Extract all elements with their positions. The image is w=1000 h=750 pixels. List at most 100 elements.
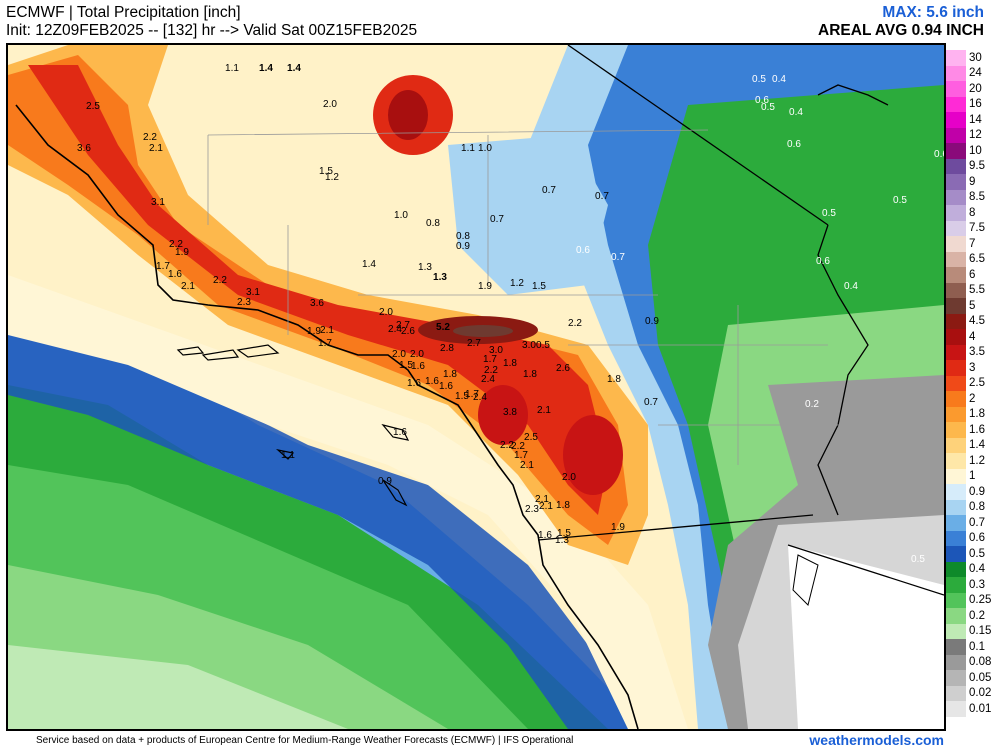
value-label: 2.2	[568, 318, 582, 329]
value-label: 1.6	[411, 361, 425, 372]
legend-row: 0.05	[946, 670, 1000, 686]
value-label: 1.7	[156, 261, 170, 272]
legend-row: 0.5	[946, 546, 1000, 562]
state-border-ca-nv	[567, 45, 829, 226]
legend-swatch	[946, 251, 966, 267]
value-label: 1.4	[287, 63, 301, 74]
value-label: 1.7	[318, 338, 332, 349]
field-red-band	[28, 65, 608, 515]
legend-label: 0.3	[969, 578, 985, 591]
legend-swatch	[946, 344, 966, 360]
legend-row: 8.5	[946, 189, 1000, 205]
value-label: 2.4	[388, 324, 402, 335]
value-label: 2.1	[537, 405, 551, 416]
legend-row: 6	[946, 267, 1000, 283]
legend-swatch	[946, 236, 966, 252]
legend-row: 10	[946, 143, 1000, 159]
legend-row: 1.2	[946, 453, 1000, 469]
value-label: 0.9	[378, 476, 392, 487]
value-label: 2.2	[169, 239, 183, 250]
value-label: 2.2	[500, 440, 514, 451]
legend-label: 0.7	[969, 516, 985, 529]
value-label: 2.5	[86, 101, 100, 112]
value-label: 1.5	[557, 528, 571, 539]
value-label: 2.1	[539, 501, 553, 512]
legend-row: 4.5	[946, 313, 1000, 329]
legend-swatch	[946, 267, 966, 283]
value-label: 0.5	[752, 74, 766, 85]
legend-row: 0.1	[946, 639, 1000, 655]
value-label: 2.4	[481, 374, 495, 385]
legend-row: 3	[946, 360, 1000, 376]
field-cream-band	[8, 275, 688, 729]
value-label: 1.4	[259, 63, 273, 74]
legend-label: 9.5	[969, 160, 985, 173]
legend-swatch	[946, 65, 966, 81]
legend-row: 0.8	[946, 499, 1000, 515]
legend-row: 2.5	[946, 375, 1000, 391]
legend-label: 0.25	[969, 594, 992, 607]
legend-row: 0.08	[946, 654, 1000, 670]
value-label: 2.6	[556, 363, 570, 374]
legend-row: 0.4	[946, 561, 1000, 577]
legend-swatch	[946, 360, 966, 376]
value-label: 0.6	[934, 149, 944, 160]
legend-row: 9	[946, 174, 1000, 190]
value-label: 1.5	[319, 166, 333, 177]
legend-swatch	[946, 561, 966, 577]
legend-label: 20	[969, 82, 982, 95]
value-label: 1.8	[607, 374, 621, 385]
value-label: 2.6	[401, 326, 415, 337]
san-nicolas-island	[382, 479, 408, 507]
value-label: 1.1	[225, 63, 239, 74]
value-label: 3.0	[489, 345, 503, 356]
value-label: 2.3	[525, 504, 539, 515]
value-label: 2.0	[379, 307, 393, 318]
value-label: 2.0	[392, 349, 406, 360]
legend-label: 1	[969, 470, 976, 483]
legend-label: 3	[969, 361, 976, 374]
legend-row: 0.25	[946, 592, 1000, 608]
value-label: 2.8	[440, 343, 454, 354]
value-label: 3.6	[77, 143, 91, 154]
salton-sea	[792, 554, 819, 606]
value-label: 0.6	[755, 95, 769, 106]
legend-label: 10	[969, 144, 982, 157]
legend-row: 1.4	[946, 437, 1000, 453]
legend-swatch	[946, 608, 966, 624]
legend-label: 30	[969, 51, 982, 64]
legend-row: 16	[946, 96, 1000, 112]
value-label: 0.7	[542, 185, 556, 196]
legend-swatch	[946, 189, 966, 205]
legend-swatch	[946, 437, 966, 453]
value-label: 3.1	[246, 287, 260, 298]
value-label: 0.6	[576, 245, 590, 256]
legend-row: 9.5	[946, 158, 1000, 174]
value-label: 0.7	[644, 397, 658, 408]
legend-row: 24	[946, 65, 1000, 81]
legend-swatch	[946, 127, 966, 143]
legend-row: 2	[946, 391, 1000, 407]
value-label: 0.2	[805, 399, 819, 410]
precipitation-map: 1.1 1.4 1.4 2.0 2.5 2.2 2.1 3.6 1.5 1.2 1.1 1.0 3.1 1…	[6, 43, 946, 731]
value-label: 1.9	[175, 247, 189, 258]
legend-swatch	[946, 375, 966, 391]
value-label: 1.6	[393, 427, 407, 438]
legend-row: 7.5	[946, 220, 1000, 236]
legend-swatch	[946, 546, 966, 562]
coastline	[15, 104, 639, 729]
legend-swatch	[946, 313, 966, 329]
legend-label: 0.02	[969, 687, 992, 700]
header-left: ECMWF | Total Precipitation [inch] Init:…	[6, 4, 417, 40]
legend-label: 0.15	[969, 625, 992, 638]
value-label: 3.6	[310, 298, 324, 309]
legend-label: 0.4	[969, 563, 985, 576]
value-label: 2.1	[181, 281, 195, 292]
value-label: 1.9	[478, 281, 492, 292]
value-label: 1.6	[407, 378, 421, 389]
footer-brand[interactable]: weathermodels.com	[809, 732, 944, 748]
value-label: 0.7	[490, 214, 504, 225]
legend-label: 8.5	[969, 191, 985, 204]
value-label: 0.8	[426, 218, 440, 229]
legend-row: 0.7	[946, 515, 1000, 531]
